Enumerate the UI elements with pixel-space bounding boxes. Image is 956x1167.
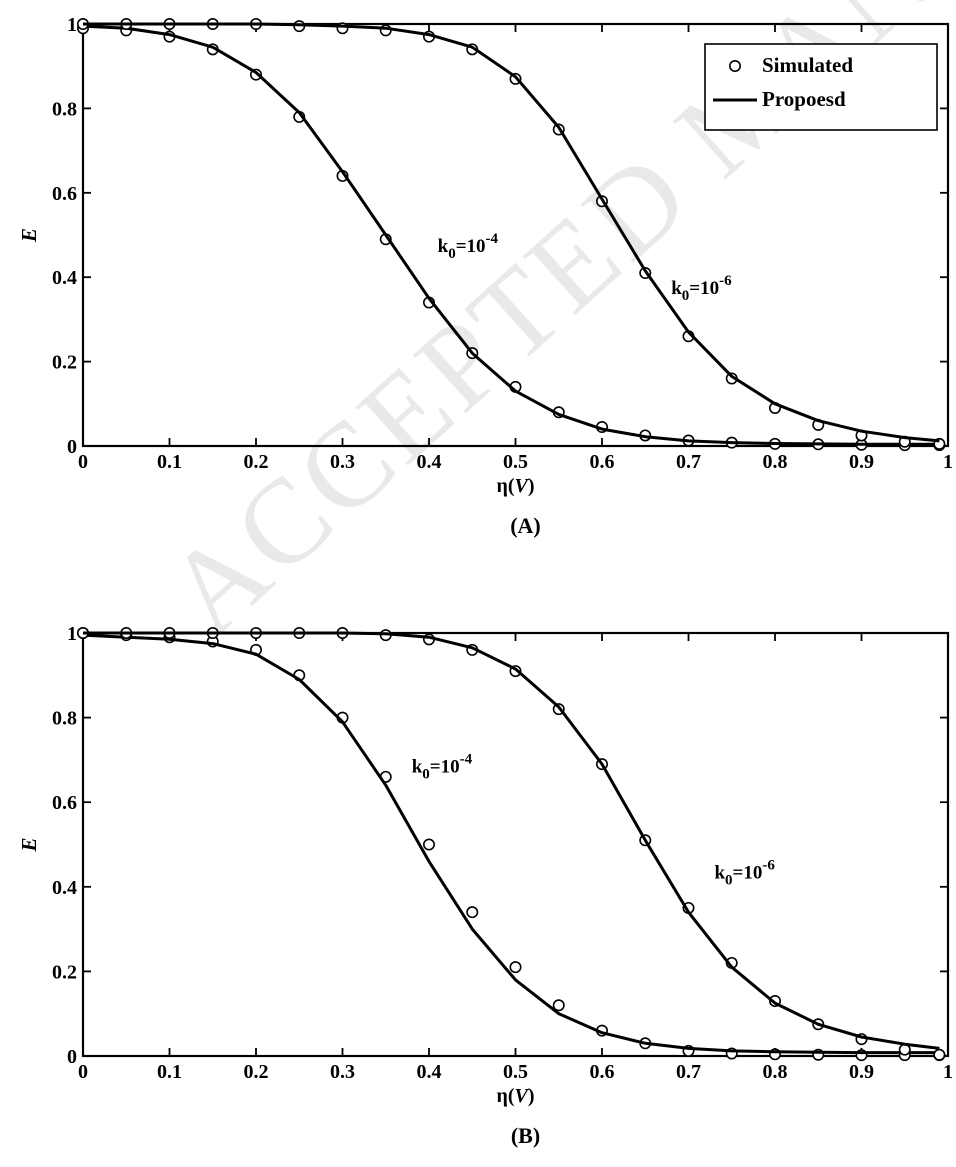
panel-label: (A) — [510, 513, 541, 538]
plot-area-frame — [81, 631, 950, 1058]
x-tick-label: 0.1 — [157, 1061, 182, 1083]
x-tick-label: 0.3 — [330, 1061, 355, 1083]
x-tick-label: 0.1 — [157, 451, 182, 473]
y-tick-label: 0.4 — [52, 877, 77, 899]
curve-annotation: k0=10-4 — [412, 752, 473, 783]
legend-label: Propoesd — [762, 87, 846, 111]
series-propoesd-k0106 — [83, 631, 940, 1050]
x-tick-label: 0.8 — [763, 1061, 788, 1083]
x-tick-label: 0.9 — [849, 1061, 874, 1083]
y-tick-label: 1 — [67, 14, 77, 36]
y-tick-label: 0 — [67, 436, 77, 458]
x-tick-label: 0.4 — [417, 1061, 442, 1083]
x-tick-label: 0.5 — [503, 1061, 528, 1083]
series-simulated-k0106 — [77, 626, 946, 1061]
y-tick-label: 1 — [67, 623, 77, 645]
curve-annotation: k0=10-6 — [714, 857, 775, 888]
x-tick-label: 0.2 — [244, 451, 269, 473]
x-tick-label: 0.7 — [676, 1061, 701, 1083]
x-tick-label: 0.7 — [676, 451, 701, 473]
y-tick-label: 0.2 — [52, 352, 77, 374]
series-line — [83, 22, 940, 443]
x-tick-label: 0.4 — [417, 451, 442, 473]
series-propoesd-k0106 — [83, 22, 940, 443]
y-tick-label: 0.8 — [52, 98, 77, 120]
series-line — [83, 631, 940, 1050]
x-tick-label: 0.5 — [503, 451, 528, 473]
data-point — [509, 961, 522, 974]
curve-annotation: k0=10-6 — [671, 273, 732, 304]
x-axis-label: η(V) — [496, 1085, 534, 1107]
series-line — [82, 633, 940, 1055]
y-tick-label: 0.2 — [52, 961, 77, 983]
panel-label: (B) — [511, 1123, 540, 1148]
y-axis-label: E — [17, 228, 41, 243]
x-tick-label: 0.3 — [330, 451, 355, 473]
panel-b-chart: 0 0.1 0.2 0.3 0.4 0.5 0.6 0.7 0.8 0.9 1 0 0.2 0.4 0.6 0… — [17, 623, 953, 1148]
x-tick-label: 0.9 — [849, 451, 874, 473]
y-tick-label: 0.4 — [52, 267, 77, 289]
x-tick-label: 0.6 — [590, 1061, 615, 1083]
x-tick-label: 1 — [943, 451, 953, 473]
legend-marker-circle — [728, 59, 741, 72]
legend-label: Simulated — [762, 53, 853, 77]
y-tick-label: 0.6 — [52, 183, 77, 205]
x-tick-label: 0.2 — [244, 1061, 269, 1083]
y-tick-label: 0.6 — [52, 792, 77, 814]
data-point — [422, 838, 435, 851]
series-propoesd-k0104 — [82, 24, 940, 446]
legend-box — [704, 43, 938, 131]
data-point — [933, 1048, 946, 1061]
data-point — [466, 906, 479, 919]
series-line — [82, 24, 940, 446]
y-axis-label: E — [17, 837, 41, 852]
x-tick-label: 0 — [78, 451, 88, 473]
x-axis-label: η(V) — [496, 475, 534, 497]
series-propoesd-k0104 — [82, 633, 940, 1055]
series-simulated-k0104 — [77, 626, 946, 1062]
x-tick-label: 0.6 — [590, 451, 615, 473]
data-point — [552, 999, 565, 1012]
x-tick-label: 0 — [78, 1061, 88, 1083]
y-tick-label: 0.8 — [52, 708, 77, 730]
x-tick-label: 0.8 — [763, 451, 788, 473]
legend: Simulated Propoesd — [704, 43, 938, 131]
curve-annotation: k0=10-4 — [438, 231, 499, 262]
panel-a-chart: 0 0.1 0.2 0.3 0.4 0.5 0.6 0.7 0.8 0.9 1 0 0.2 0.4 0.6 0… — [17, 14, 953, 538]
y-tick-label: 0 — [67, 1046, 77, 1068]
x-tick-label: 1 — [943, 1061, 953, 1083]
